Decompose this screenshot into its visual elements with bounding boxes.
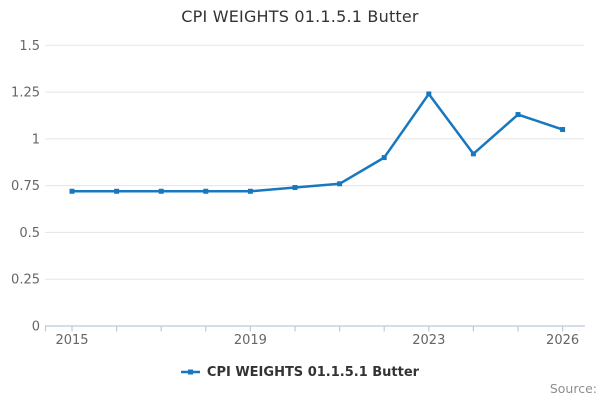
y-tick-label: 0.25	[11, 273, 40, 288]
series-point-marker	[292, 185, 298, 191]
x-tick-label: 2019	[234, 333, 267, 348]
y-tick-label: 0	[32, 320, 40, 335]
series-point-marker	[426, 91, 432, 97]
series-point-marker	[69, 188, 75, 194]
y-tick-label: 1.25	[11, 86, 40, 101]
chart-title: CPI WEIGHTS 01.1.5.1 Butter	[181, 7, 419, 26]
y-tick-label: 1	[32, 132, 40, 147]
y-tick-label: 0.75	[11, 179, 40, 194]
series-point-marker	[381, 155, 387, 161]
series-point-marker	[203, 188, 209, 194]
y-tick-label: 1.5	[19, 39, 40, 54]
legend-label: CPI WEIGHTS 01.1.5.1 Butter	[206, 364, 420, 380]
series-point-marker	[470, 151, 476, 157]
legend-line-marker-icon	[180, 369, 200, 375]
legend-item[interactable]: CPI WEIGHTS 01.1.5.1 Butter	[0, 363, 600, 381]
series-point-marker	[515, 112, 521, 118]
x-tick-label: 2015	[55, 333, 88, 348]
series-point-marker	[247, 188, 253, 194]
x-tick-label: 2023	[412, 333, 445, 348]
series-line	[70, 92, 564, 193]
y-tick-label: 0.5	[19, 226, 40, 241]
series-point-marker	[114, 188, 120, 194]
series-point-marker	[337, 181, 343, 187]
series-point-marker	[158, 188, 164, 194]
source-note: Source:	[549, 381, 597, 396]
x-tick-label: 2026	[546, 333, 579, 348]
series-point-marker	[560, 127, 566, 133]
